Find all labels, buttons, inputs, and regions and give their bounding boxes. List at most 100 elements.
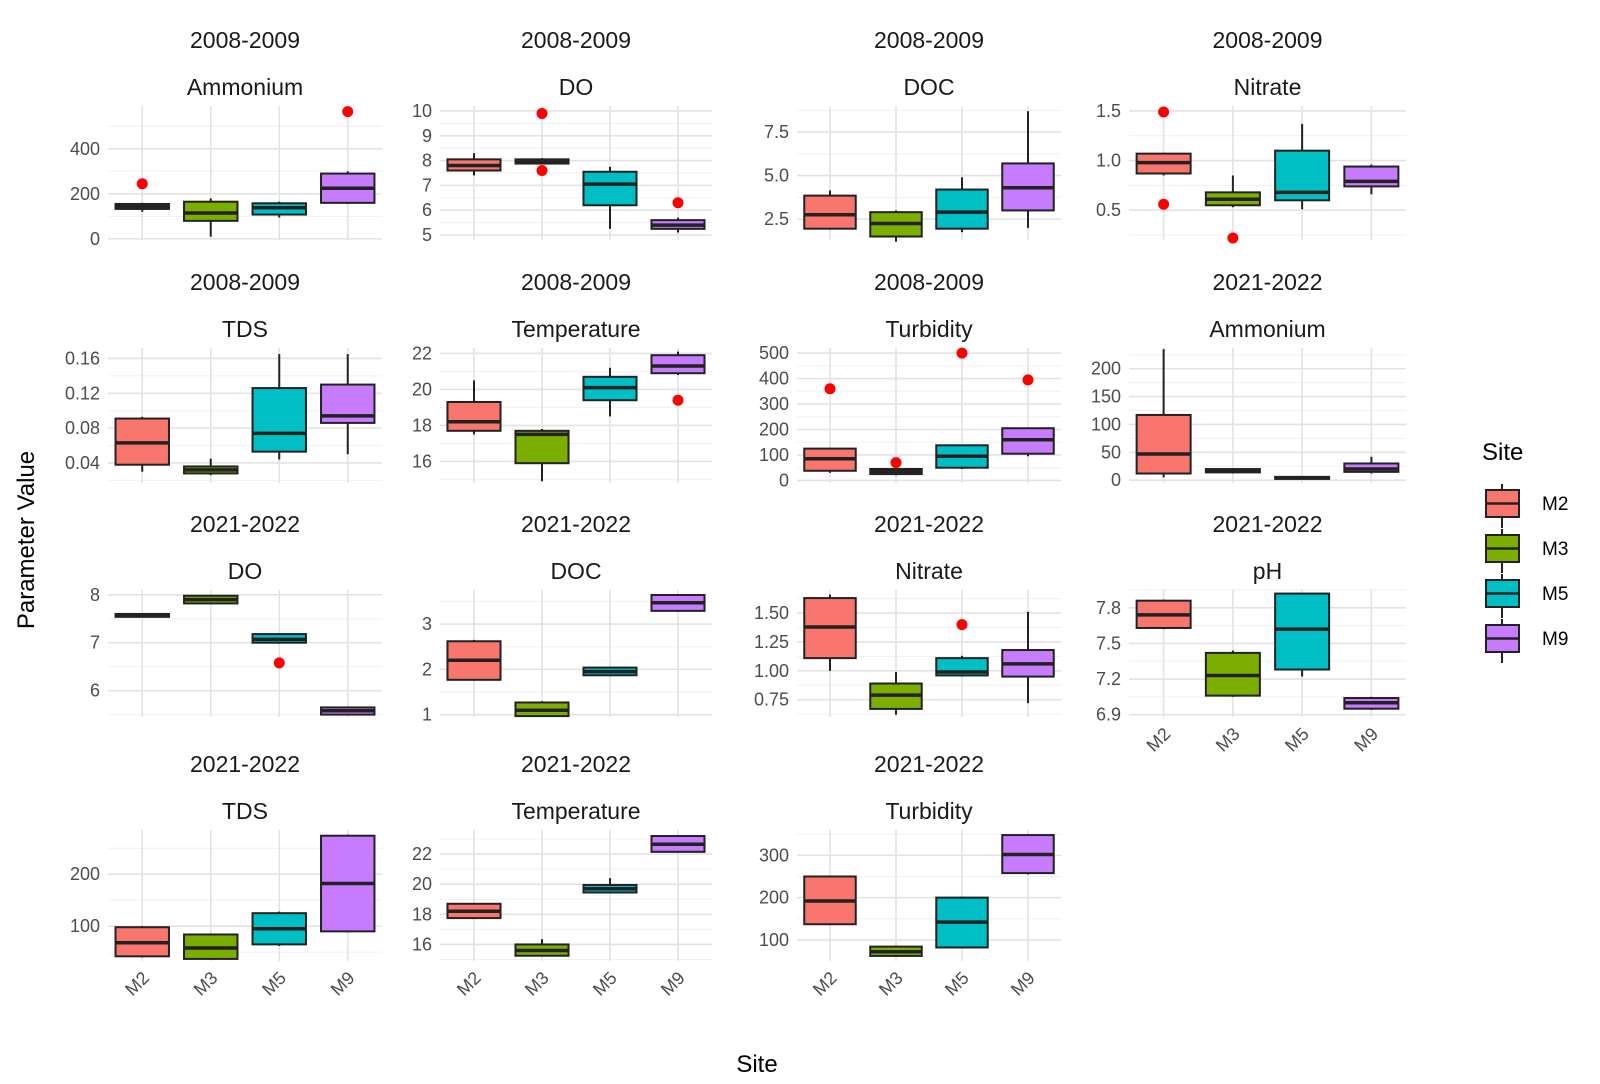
box-m9 [1343, 456, 1400, 474]
box-body [514, 429, 570, 465]
legend-item-m3: M3 [1485, 529, 1568, 573]
y-tick-label: 7 [90, 633, 100, 653]
panel-2021-2022-ph: 2021-2022 pH 6.9 7.2 7.5 7.8 M2 M3 M5 M9 [1096, 511, 1406, 756]
panel-parameter-label: DOC [550, 558, 601, 584]
panel-period-label: 2008-2009 [874, 269, 984, 295]
panel-2021-2022-temperature: 2021-2022 Temperature 16 18 20 22 M2 M3 M5 M9 [412, 751, 712, 1000]
panel-period-label: 2008-2009 [190, 27, 300, 53]
box-m9 [320, 354, 376, 455]
y-axis-title: Parameter Value [13, 451, 40, 629]
panel-period-label: 2008-2009 [874, 27, 984, 53]
outlier-point [273, 657, 285, 669]
box-m2 [803, 594, 857, 671]
panel-period-label: 2021-2022 [521, 511, 631, 537]
panel-period-label: 2021-2022 [874, 751, 984, 777]
legend-item-m9: M9 [1485, 619, 1568, 663]
box-m5 [935, 177, 989, 233]
y-tick-label: 0 [90, 229, 100, 249]
panel-parameter-label: TDS [222, 316, 268, 342]
x-tick-label: M5 [1281, 724, 1313, 756]
box-m5 [1274, 123, 1331, 210]
x-tick-label: M3 [1212, 724, 1244, 756]
y-tick-label: 0.75 [754, 690, 789, 710]
x-tick-label: M5 [941, 968, 973, 1000]
panel-period-label: 2021-2022 [190, 511, 300, 537]
box-m2 [446, 153, 502, 176]
y-tick-label: 16 [412, 451, 432, 471]
y-tick-label: 200 [759, 888, 789, 908]
box-m2 [114, 416, 170, 472]
box-m9 [1343, 164, 1400, 195]
y-tick-label: 1.5 [1096, 101, 1121, 121]
box-body [650, 354, 706, 375]
y-tick-label: 8 [90, 585, 100, 605]
y-tick-label: 7.5 [764, 122, 789, 142]
y-tick-label: 3 [422, 614, 432, 634]
panel-parameter-label: TDS [222, 798, 268, 824]
y-tick-label: 300 [759, 845, 789, 865]
box-m2 [1135, 349, 1192, 478]
y-tick-label: 10 [412, 101, 432, 121]
y-tick-label: 0.08 [65, 418, 100, 438]
outlier-point [1158, 106, 1170, 118]
box-m9 [650, 835, 706, 853]
box-m9 [1001, 834, 1055, 875]
box-m3 [183, 458, 239, 476]
y-tick-label: 500 [759, 343, 789, 363]
panel-period-label: 2021-2022 [190, 751, 300, 777]
outlier-point [136, 178, 148, 190]
y-tick-label: 0.12 [65, 383, 100, 403]
box-m5 [935, 896, 989, 949]
box-m9 [650, 351, 706, 406]
y-tick-label: 0 [779, 470, 789, 490]
outlier-point [342, 106, 354, 118]
box-m3 [514, 939, 570, 957]
y-tick-label: 20 [412, 379, 432, 399]
panel-parameter-label: Turbidity [885, 316, 973, 342]
y-tick-label: 18 [412, 415, 432, 435]
outlier-point [536, 107, 548, 119]
y-tick-label: 18 [412, 904, 432, 924]
y-tick-label: 100 [70, 916, 100, 936]
y-tick-label: 50 [1101, 442, 1121, 462]
y-tick-label: 1 [422, 705, 432, 725]
box-m5 [582, 367, 638, 417]
panel-2008-2009-turbidity: 2008-2009 Turbidity 0 100 200 300 400 500 [759, 269, 1061, 490]
panel-parameter-label: DO [228, 558, 263, 584]
box-m9 [650, 197, 706, 233]
box-body [251, 387, 307, 453]
panel-period-label: 2021-2022 [874, 511, 984, 537]
x-axis-title: Site [736, 1051, 777, 1078]
panel-period-label: 2008-2009 [190, 269, 300, 295]
panel-parameter-label: DOC [903, 74, 954, 100]
panel-2021-2022-turbidity: 2021-2022 Turbidity 100 200 300 M2 M3 M5 M9 [759, 751, 1061, 1000]
box-m2 [446, 902, 502, 920]
y-tick-label: 7.5 [1096, 633, 1121, 653]
panel-period-label: 2008-2009 [521, 269, 631, 295]
box-m3 [869, 210, 923, 242]
outlier-point [1227, 232, 1239, 244]
box-m5 [251, 633, 307, 669]
y-tick-label: 0.5 [1096, 200, 1121, 220]
y-tick-label: 1.50 [754, 603, 789, 623]
box-m2 [1135, 106, 1192, 210]
box-m2 [1135, 599, 1192, 630]
box-m9 [320, 834, 376, 933]
box-m2 [114, 178, 170, 212]
box-m2 [803, 383, 857, 473]
panel-parameter-label: Ammonium [187, 74, 303, 100]
panel-period-label: 2021-2022 [1213, 269, 1323, 295]
box-body [446, 401, 502, 432]
y-tick-label: 200 [70, 864, 100, 884]
outlier-point [890, 457, 902, 469]
outlier-point [1022, 374, 1034, 386]
outlier-point [672, 394, 684, 406]
y-tick-label: 1.0 [1096, 151, 1121, 171]
y-tick-label: 100 [1091, 414, 1121, 434]
y-tick-label: 7 [422, 175, 432, 195]
x-tick-label: M2 [809, 968, 841, 1000]
box-m5 [582, 878, 638, 894]
panel-2008-2009-tds: 2008-2009 TDS 0.04 0.08 0.12 0.16 [65, 269, 382, 483]
y-tick-label: 0.04 [65, 453, 100, 473]
